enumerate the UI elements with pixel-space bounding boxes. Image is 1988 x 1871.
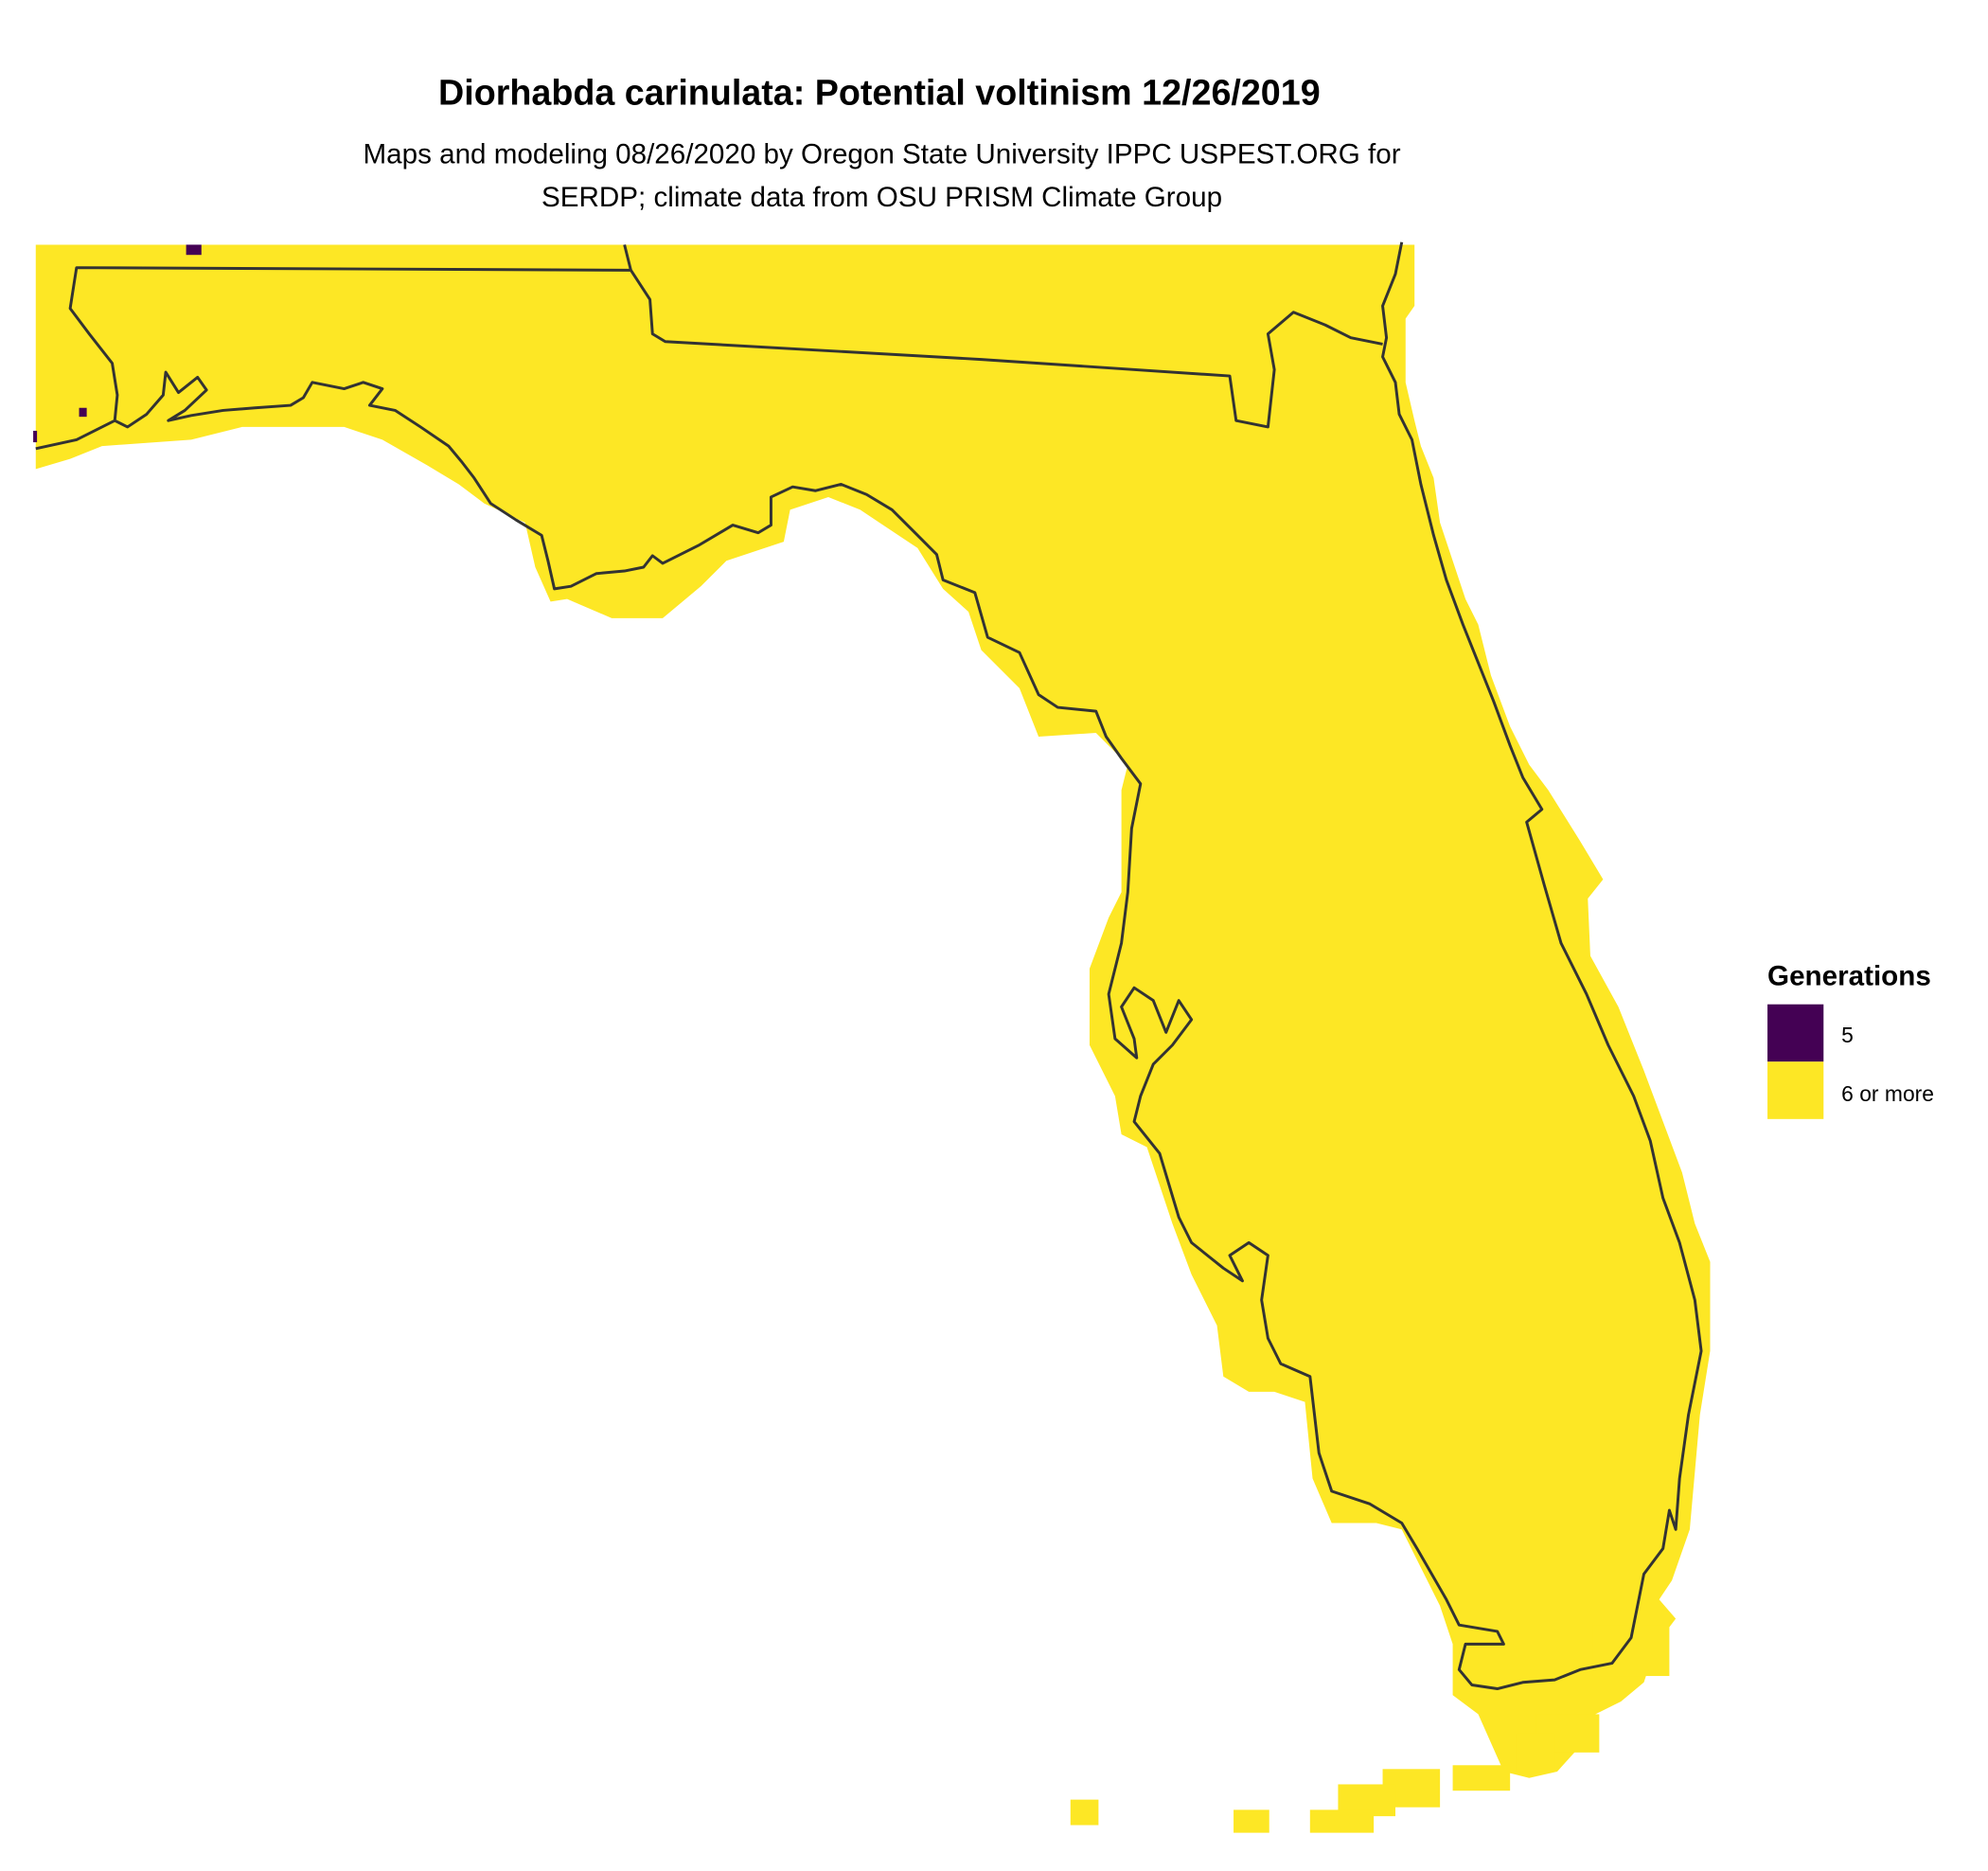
- legend-swatch-5: [1767, 1004, 1824, 1062]
- map-subtitle-line2: SERDP; climate data from OSU PRISM Clima…: [541, 182, 1222, 213]
- legend: Generations 5 6 or more: [1767, 960, 1934, 1119]
- legend-title: Generations: [1767, 960, 1931, 991]
- florida-keys: [1070, 1625, 1670, 1833]
- map-title: Diorhabda carinulata: Potential voltinis…: [438, 72, 1321, 112]
- raster-5-cells: [33, 244, 202, 443]
- coastline-outline: [35, 241, 1703, 1690]
- legend-label-5: 5: [1841, 1023, 1854, 1047]
- map-subtitle-line1: Maps and modeling 08/26/2020 by Oregon S…: [364, 138, 1401, 169]
- legend-label-6-or-more: 6 or more: [1841, 1081, 1934, 1106]
- map-panel: [33, 241, 1711, 1833]
- legend-swatch-6-or-more: [1767, 1061, 1824, 1119]
- raster-6-or-more: [35, 244, 1711, 1778]
